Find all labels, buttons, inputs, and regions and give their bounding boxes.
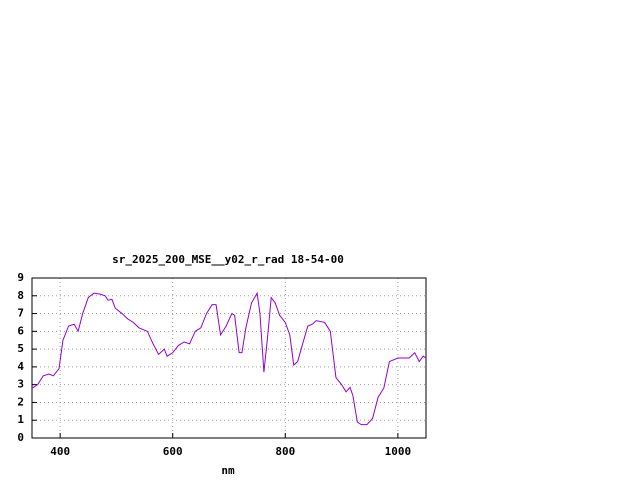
y-tick-label: 5 (17, 342, 24, 355)
data-line (31, 291, 427, 426)
x-tick-label: 800 (275, 445, 295, 458)
y-tick-label: 4 (17, 360, 24, 373)
y-tick-label: 1 (17, 413, 24, 426)
y-tick-label: 3 (17, 378, 24, 391)
y-tick-label: 0 (17, 431, 24, 444)
x-tick-label: 600 (163, 445, 183, 458)
plot-frame (31, 277, 427, 439)
y-tick-label: 8 (17, 289, 24, 302)
x-tick-label: 400 (50, 445, 70, 458)
y-tick-label: 7 (17, 307, 24, 320)
y-tick-label: 6 (17, 324, 24, 337)
x-tick-label: 1000 (385, 445, 412, 458)
y-tick-label: 2 (17, 395, 24, 408)
x-axis-label: nm (221, 464, 235, 477)
chart-title: sr_2025_200_MSE__y02_r_rad 18-54-00 (112, 253, 344, 266)
y-tick-label: 9 (17, 271, 24, 284)
